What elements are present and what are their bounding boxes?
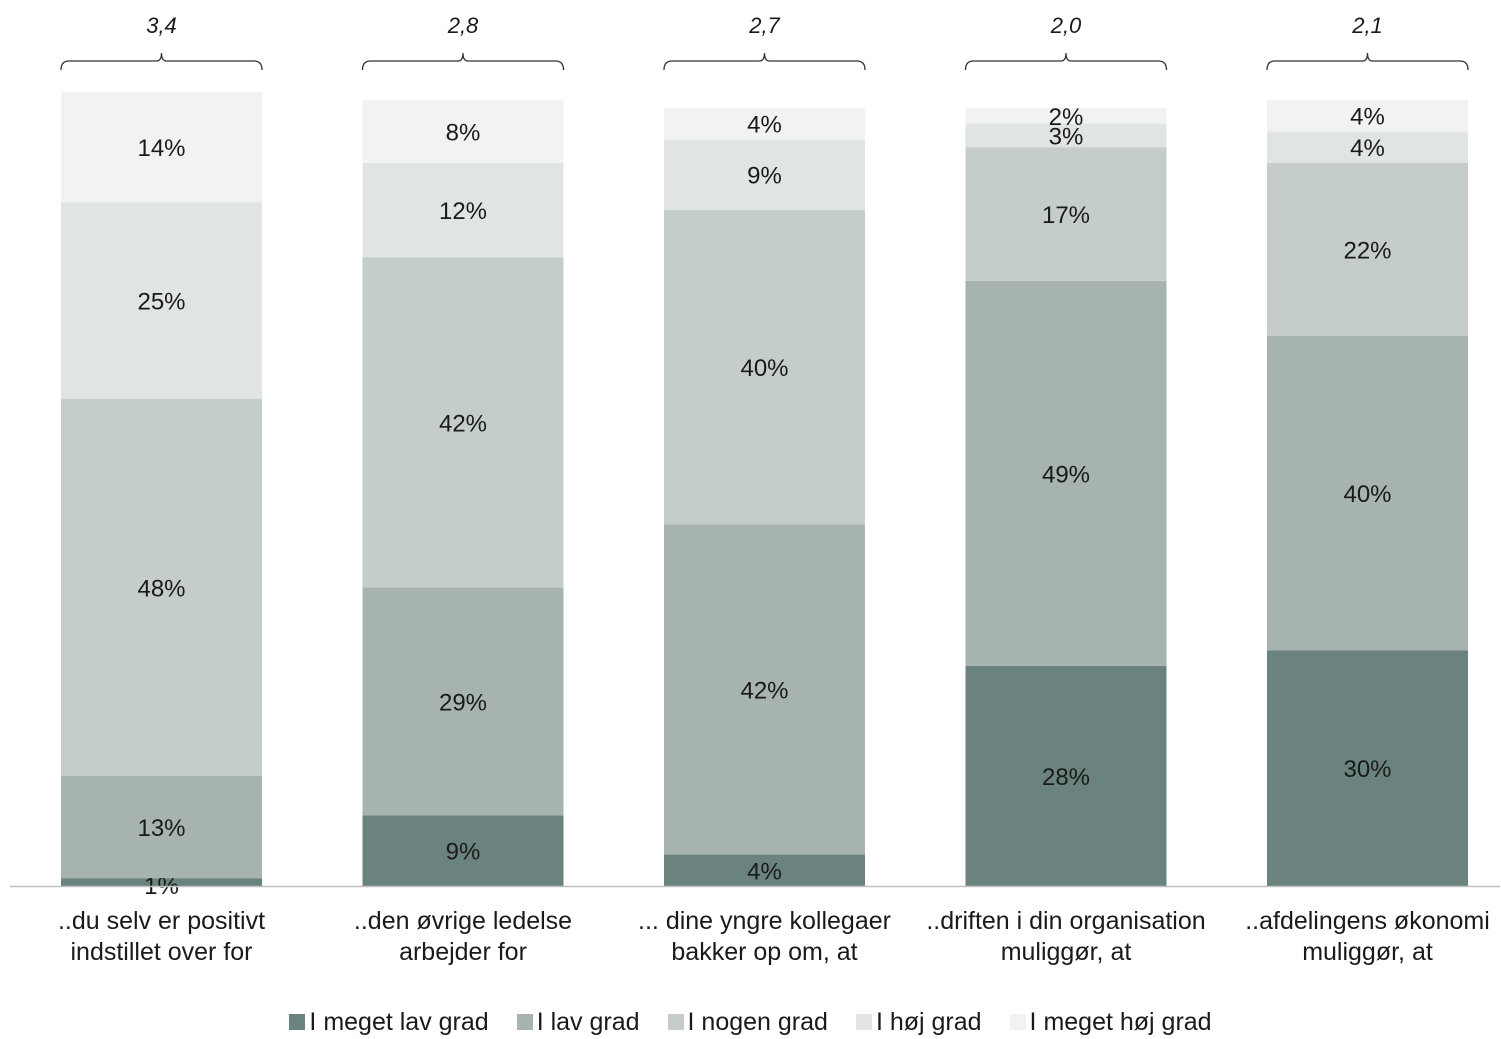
average-label: 2,0 [1050, 13, 1082, 38]
data-label: 4% [1350, 104, 1385, 131]
bar-segment [664, 854, 865, 886]
category-label-line: arbejder for [399, 938, 527, 966]
data-label: 4% [747, 858, 782, 885]
bar-segment [362, 162, 564, 258]
average-bracket [964, 52, 1168, 71]
average-bracket [1266, 52, 1469, 71]
legend: I meget lav grad I lav grad I nogen grad I … [0, 1005, 1501, 1039]
data-label: 42% [439, 410, 487, 437]
legend-item: I nogen grad [667, 1007, 828, 1037]
legend-label: I nogen grad [687, 1007, 828, 1036]
category-label-line: indstillet over for [70, 938, 252, 966]
bar-segment [61, 398, 262, 776]
data-label: 4% [747, 112, 782, 139]
bar-segment [965, 665, 1167, 886]
bar-segment [362, 587, 564, 816]
legend-label: I meget lav grad [309, 1007, 489, 1036]
category-label: ... dine yngre kollegaer bakker op om, at [638, 907, 891, 966]
bar-segment [61, 92, 262, 203]
average-bracket [663, 52, 866, 71]
stacked-bar-chart: 1%13%48%25%14%3,4..du selv er positivt in… [10, 13, 1500, 966]
bar-segment [1267, 100, 1468, 132]
category-label: ..den øvrige ledelse arbejder for [354, 907, 572, 966]
data-label: 9% [446, 839, 481, 866]
average-label: 3,4 [146, 13, 177, 38]
data-label: 3% [1049, 123, 1084, 150]
category-label-line: ..afdelingens økonomi [1245, 907, 1490, 935]
average-label: 2,7 [748, 13, 780, 38]
category-label-line: ..driften i din organisation [926, 907, 1205, 935]
bar-segment [664, 107, 865, 140]
data-label: 8% [446, 119, 481, 146]
data-label: 22% [1343, 237, 1391, 264]
legend-swatch [516, 1014, 533, 1030]
average-bracket [361, 52, 565, 71]
data-label: 14% [137, 135, 185, 162]
legend-label: I lav grad [536, 1007, 640, 1036]
data-label: 29% [439, 689, 487, 716]
average-label: 2,8 [447, 13, 479, 38]
bar-segment [664, 210, 865, 525]
data-label: 40% [740, 355, 788, 382]
bar-segment [362, 100, 564, 163]
bar-segment [664, 139, 865, 211]
legend-swatch [289, 1014, 306, 1030]
data-label: 48% [137, 575, 185, 602]
bar-segment [965, 280, 1167, 666]
legend-swatch [1009, 1014, 1026, 1030]
legend-item: I meget høj grad [1009, 1007, 1212, 1037]
bar-segment [965, 123, 1167, 148]
data-label: 42% [740, 678, 788, 705]
data-label: 17% [1042, 202, 1090, 229]
legend-label: I høj grad [875, 1007, 982, 1036]
category-label-line: muliggør, at [1302, 938, 1433, 966]
data-label: 40% [1343, 481, 1391, 508]
legend-label: I meget høj grad [1029, 1007, 1212, 1036]
legend-item: I lav grad [516, 1007, 640, 1037]
bar-segment [61, 878, 262, 886]
bar-segment [664, 524, 865, 855]
legend-item: I høj grad [855, 1007, 982, 1037]
category-label: ..driften i din organisation muliggør, at [926, 907, 1205, 966]
data-label: 13% [137, 815, 185, 842]
average-label: 2,1 [1351, 13, 1383, 38]
bar-segment [1267, 131, 1468, 163]
bar-segment [965, 107, 1167, 124]
category-label: ..afdelingens økonomi muliggør, at [1245, 907, 1490, 966]
bar-segment [362, 257, 564, 588]
bar-segment [1267, 162, 1468, 336]
data-label: 12% [439, 198, 487, 225]
category-label-line: bakker op om, at [671, 938, 857, 966]
data-label: 2% [1049, 104, 1084, 131]
data-label: 9% [747, 163, 782, 190]
bar-segment [61, 775, 262, 879]
bar-segment [61, 202, 262, 399]
category-label-line: ..du selv er positivt [58, 907, 265, 935]
average-bracket [60, 52, 263, 71]
data-label: 25% [137, 288, 185, 315]
category-label-line: ... dine yngre kollegaer [638, 907, 891, 935]
legend-swatch [855, 1014, 872, 1030]
data-label: 49% [1042, 461, 1090, 488]
bar-segment [1267, 335, 1468, 651]
data-label: 4% [1350, 135, 1385, 162]
data-label: 30% [1343, 756, 1391, 783]
data-label: 28% [1042, 764, 1090, 791]
bar-segment [362, 815, 564, 886]
category-label-line: muliggør, at [1001, 938, 1132, 966]
legend-item: I meget lav grad [289, 1007, 489, 1037]
legend-swatch [667, 1014, 684, 1030]
bar-segment [965, 147, 1167, 281]
bar-segment [1267, 650, 1468, 886]
category-label-line: ..den øvrige ledelse [354, 907, 572, 935]
category-label: ..du selv er positivt indstillet over for [58, 907, 265, 966]
